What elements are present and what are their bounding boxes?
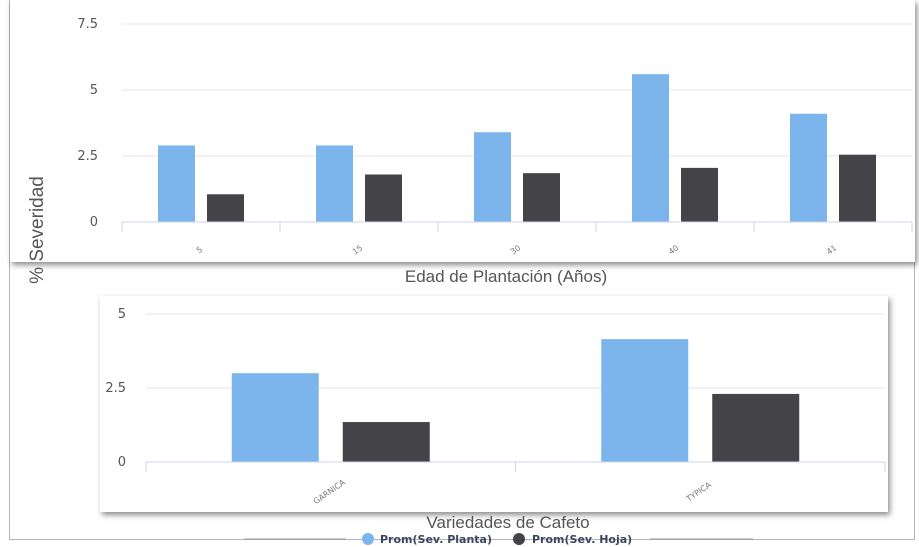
- bar-hoja-15[interactable]: [365, 174, 402, 222]
- x-axis: [121, 221, 913, 232]
- y-tick-labels: 02.55: [105, 307, 126, 470]
- bar-planta-40[interactable]: [632, 74, 669, 222]
- bar-planta-typica[interactable]: [601, 339, 689, 462]
- bar-hoja-5[interactable]: [207, 194, 244, 222]
- y-tick-label: 0: [118, 455, 126, 470]
- bar-planta-30[interactable]: [474, 132, 511, 222]
- bar-hoja-40[interactable]: [681, 167, 718, 222]
- y-tick-label: 5: [118, 307, 126, 322]
- bar-hoja-30[interactable]: [523, 173, 560, 222]
- bar-hoja-garnica[interactable]: [342, 422, 430, 462]
- chart-frame: [9, 0, 915, 540]
- y-tick-label: 2.5: [105, 381, 126, 396]
- legend-item-hoja[interactable]: Prom(Sev. Hoja): [513, 533, 632, 546]
- chart-panel-variedades: 02.55 GARNICA TYPICA: [100, 296, 888, 512]
- bars: [158, 74, 876, 222]
- bar-planta-15[interactable]: [316, 145, 353, 222]
- bar-planta-41[interactable]: [790, 113, 827, 222]
- legend-label-hoja: Prom(Sev. Hoja): [532, 533, 632, 546]
- chart-panel-plantacion: 02.557.5 5 15 30 40 41: [10, 0, 915, 262]
- x-axis-title-plantacion: Edad de Plantación (Años): [405, 267, 607, 286]
- category-label: 5: [195, 245, 204, 255]
- legend-label-planta: Prom(Sev. Planta): [380, 533, 492, 546]
- legend-item-planta[interactable]: Prom(Sev. Planta): [362, 533, 492, 546]
- legend-marker-planta: [362, 533, 374, 545]
- y-tick-label: 2.5: [77, 149, 98, 164]
- grid-lines: [122, 23, 912, 157]
- y-tick-label: 7.5: [77, 17, 98, 32]
- x-axis-title-variedades: Variedades de Cafeto: [426, 513, 589, 532]
- legend: Prom(Sev. Planta) Prom(Sev. Hoja): [244, 533, 753, 546]
- y-tick-label: 5: [90, 83, 98, 98]
- y-tick-label: 0: [90, 215, 98, 230]
- x-axis: [145, 461, 886, 472]
- bar-hoja-41[interactable]: [839, 154, 876, 222]
- legend-marker-hoja: [513, 533, 525, 545]
- bar-planta-5[interactable]: [158, 145, 195, 222]
- bar-planta-garnica[interactable]: [231, 373, 319, 462]
- panel-background: [10, 0, 915, 262]
- y-tick-labels: 0 2.5 5 7.5: [77, 17, 98, 230]
- bar-hoja-typica[interactable]: [712, 393, 800, 462]
- y-axis-title: % Severidad: [27, 176, 48, 284]
- bars: [231, 339, 800, 462]
